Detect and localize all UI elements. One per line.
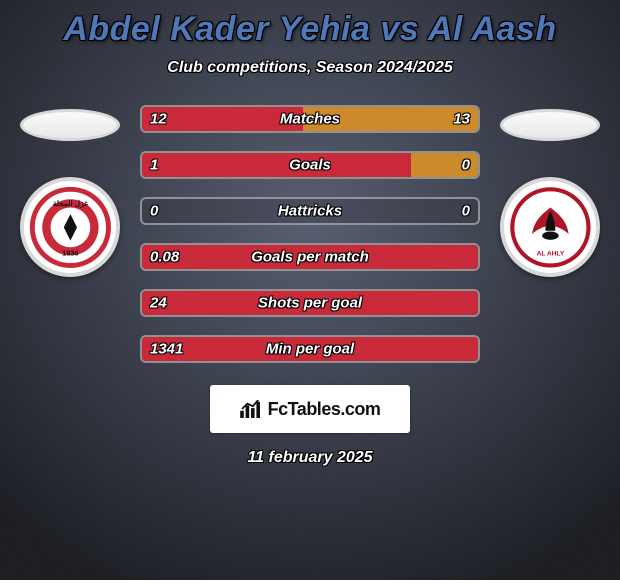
brand-text: FcTables.com	[268, 399, 381, 420]
left-club-badge: غزل المحلة 1936	[20, 177, 120, 277]
stat-row: 24 Shots per goal	[140, 289, 480, 317]
stat-value-left: 0.08	[150, 249, 179, 266]
stat-value-right: 0	[462, 203, 470, 220]
stat-row: 0.08 Goals per match	[140, 243, 480, 271]
stat-label: Hattricks	[278, 203, 342, 220]
subtitle: Club competitions, Season 2024/2025	[0, 59, 620, 77]
stat-label: Matches	[280, 111, 340, 128]
svg-text:غزل المحلة: غزل المحلة	[52, 198, 87, 207]
right-club-crest-icon: AL AHLY	[509, 186, 592, 269]
stat-bar-left	[142, 153, 411, 177]
left-club-crest-icon: غزل المحلة 1936	[29, 186, 112, 269]
stat-value-left: 0	[150, 203, 158, 220]
right-club-badge: AL AHLY	[500, 177, 600, 277]
right-country-oval	[500, 109, 600, 141]
chart-icon	[240, 400, 262, 418]
stat-label: Goals	[289, 157, 331, 174]
svg-text:1936: 1936	[62, 248, 79, 257]
stat-label: Min per goal	[266, 341, 354, 358]
stat-value-left: 1341	[150, 341, 183, 358]
brand-badge[interactable]: FcTables.com	[210, 385, 410, 433]
comparison-panel: غزل المحلة 1936 12 13 Matches 1 0 Goals 0 0 Hatt…	[0, 105, 620, 363]
stat-row: 12 13 Matches	[140, 105, 480, 133]
stat-row: 0 0 Hattricks	[140, 197, 480, 225]
stat-value-right: 13	[453, 111, 470, 128]
svg-text:AL AHLY: AL AHLY	[536, 250, 564, 257]
stat-value-left: 12	[150, 111, 167, 128]
left-country-oval	[20, 109, 120, 141]
stat-value-left: 24	[150, 295, 167, 312]
stat-value-left: 1	[150, 157, 158, 174]
page-title: Abdel Kader Yehia vs Al Aash	[0, 0, 620, 49]
stat-value-right: 0	[462, 157, 470, 174]
stat-row: 1341 Min per goal	[140, 335, 480, 363]
stats-list: 12 13 Matches 1 0 Goals 0 0 Hattricks 0.08 Goals p…	[130, 105, 490, 363]
stat-label: Goals per match	[251, 249, 369, 266]
stat-row: 1 0 Goals	[140, 151, 480, 179]
footer-date: 11 february 2025	[0, 449, 620, 467]
stat-label: Shots per goal	[258, 295, 362, 312]
right-side: AL AHLY	[490, 105, 610, 277]
left-side: غزل المحلة 1936	[10, 105, 130, 277]
